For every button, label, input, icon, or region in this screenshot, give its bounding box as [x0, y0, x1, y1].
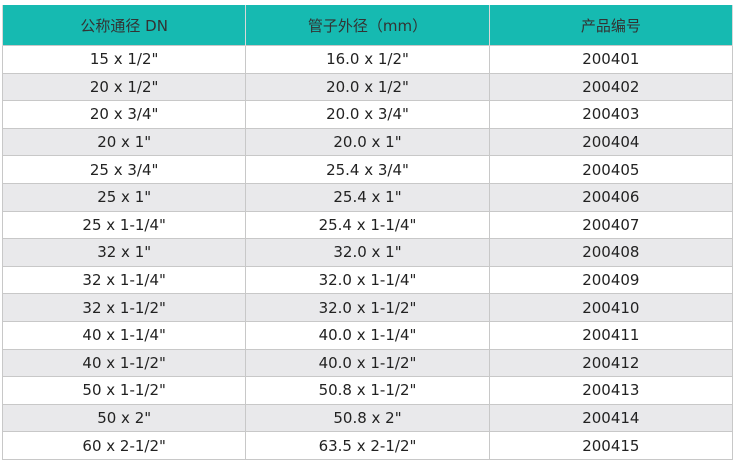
- product-code-cell: 200402: [488, 72, 734, 102]
- nominal-diameter-cell: 50 x 1-1/2": [1, 376, 247, 405]
- table-row: 32 x 1-1/2" 32.0 x 1-1/2" 200410: [1, 293, 734, 322]
- table-row: 25 x 3/4" 25.4 x 3/4" 200405: [1, 155, 734, 184]
- outer-diameter-cell: 32.0 x 1-1/2": [245, 293, 490, 322]
- header-outer-diameter: 管子外径（mm）: [245, 5, 490, 46]
- table-row: 32 x 1" 32.0 x 1" 200408: [1, 238, 734, 267]
- spec-table: 公称通径 DN 管子外径（mm） 产品编号 15 x 1/2" 16.0 x 1/…: [1, 5, 734, 460]
- outer-diameter-cell: 25.4 x 1": [245, 182, 490, 212]
- nominal-diameter-cell: 25 x 1-1/4": [1, 210, 247, 240]
- header-nominal-diameter: 公称通径 DN: [1, 5, 247, 46]
- nominal-diameter-cell: 60 x 2-1/2": [1, 431, 247, 460]
- product-code-cell: 200403: [488, 100, 734, 129]
- table-row: 20 x 1/2" 20.0 x 1/2" 200402: [1, 72, 734, 102]
- product-code-cell: 200414: [488, 403, 734, 433]
- nominal-diameter-cell: 20 x 3/4": [1, 100, 247, 129]
- nominal-diameter-cell: 20 x 1/2": [1, 72, 247, 102]
- outer-diameter-cell: 40.0 x 1-1/2": [245, 348, 490, 378]
- outer-diameter-cell: 20.0 x 1": [245, 127, 490, 157]
- outer-diameter-cell: 20.0 x 3/4": [245, 100, 490, 129]
- nominal-diameter-cell: 32 x 1-1/4": [1, 265, 247, 295]
- nominal-diameter-cell: 25 x 3/4": [1, 155, 247, 184]
- outer-diameter-cell: 32.0 x 1": [245, 238, 490, 267]
- outer-diameter-cell: 40.0 x 1-1/4": [245, 320, 490, 350]
- table-row: 50 x 1-1/2" 50.8 x 1-1/2" 200413: [1, 376, 734, 405]
- product-code-cell: 200401: [488, 45, 734, 74]
- product-code-cell: 200415: [488, 431, 734, 460]
- nominal-diameter-cell: 20 x 1": [1, 127, 247, 157]
- product-code-cell: 200413: [488, 376, 734, 405]
- product-code-cell: 200408: [488, 238, 734, 267]
- product-code-cell: 200406: [488, 182, 734, 212]
- table-row: 20 x 3/4" 20.0 x 3/4" 200403: [1, 100, 734, 129]
- table-row: 60 x 2-1/2" 63.5 x 2-1/2" 200415: [1, 431, 734, 460]
- outer-diameter-cell: 16.0 x 1/2": [245, 45, 490, 74]
- nominal-diameter-cell: 25 x 1": [1, 182, 247, 212]
- table-row: 40 x 1-1/2" 40.0 x 1-1/2" 200412: [1, 348, 734, 378]
- nominal-diameter-cell: 32 x 1-1/2": [1, 293, 247, 322]
- outer-diameter-cell: 25.4 x 1-1/4": [245, 210, 490, 240]
- table-row: 20 x 1" 20.0 x 1" 200404: [1, 127, 734, 157]
- nominal-diameter-cell: 15 x 1/2": [1, 45, 247, 74]
- outer-diameter-cell: 32.0 x 1-1/4": [245, 265, 490, 295]
- product-code-cell: 200410: [488, 293, 734, 322]
- nominal-diameter-cell: 50 x 2": [1, 403, 247, 433]
- outer-diameter-cell: 63.5 x 2-1/2": [245, 431, 490, 460]
- table-row: 40 x 1-1/4" 40.0 x 1-1/4" 200411: [1, 320, 734, 350]
- product-code-cell: 200404: [488, 127, 734, 157]
- outer-diameter-cell: 25.4 x 3/4": [245, 155, 490, 184]
- nominal-diameter-cell: 40 x 1-1/4": [1, 320, 247, 350]
- product-code-cell: 200411: [488, 320, 734, 350]
- product-code-cell: 200412: [488, 348, 734, 378]
- table-row: 15 x 1/2" 16.0 x 1/2" 200401: [1, 45, 734, 74]
- table-row: 25 x 1" 25.4 x 1" 200406: [1, 182, 734, 212]
- outer-diameter-cell: 50.8 x 1-1/2": [245, 376, 490, 405]
- table-row: 32 x 1-1/4" 32.0 x 1-1/4" 200409: [1, 265, 734, 295]
- product-code-cell: 200405: [488, 155, 734, 184]
- table-row: 25 x 1-1/4" 25.4 x 1-1/4" 200407: [1, 210, 734, 240]
- nominal-diameter-cell: 40 x 1-1/2": [1, 348, 247, 378]
- header-row: 公称通径 DN 管子外径（mm） 产品编号: [1, 5, 734, 46]
- nominal-diameter-cell: 32 x 1": [1, 238, 247, 267]
- table-row: 50 x 2" 50.8 x 2" 200414: [1, 403, 734, 433]
- product-code-cell: 200409: [488, 265, 734, 295]
- outer-diameter-cell: 20.0 x 1/2": [245, 72, 490, 102]
- header-product-code: 产品编号: [488, 5, 734, 46]
- outer-diameter-cell: 50.8 x 2": [245, 403, 490, 433]
- product-code-cell: 200407: [488, 210, 734, 240]
